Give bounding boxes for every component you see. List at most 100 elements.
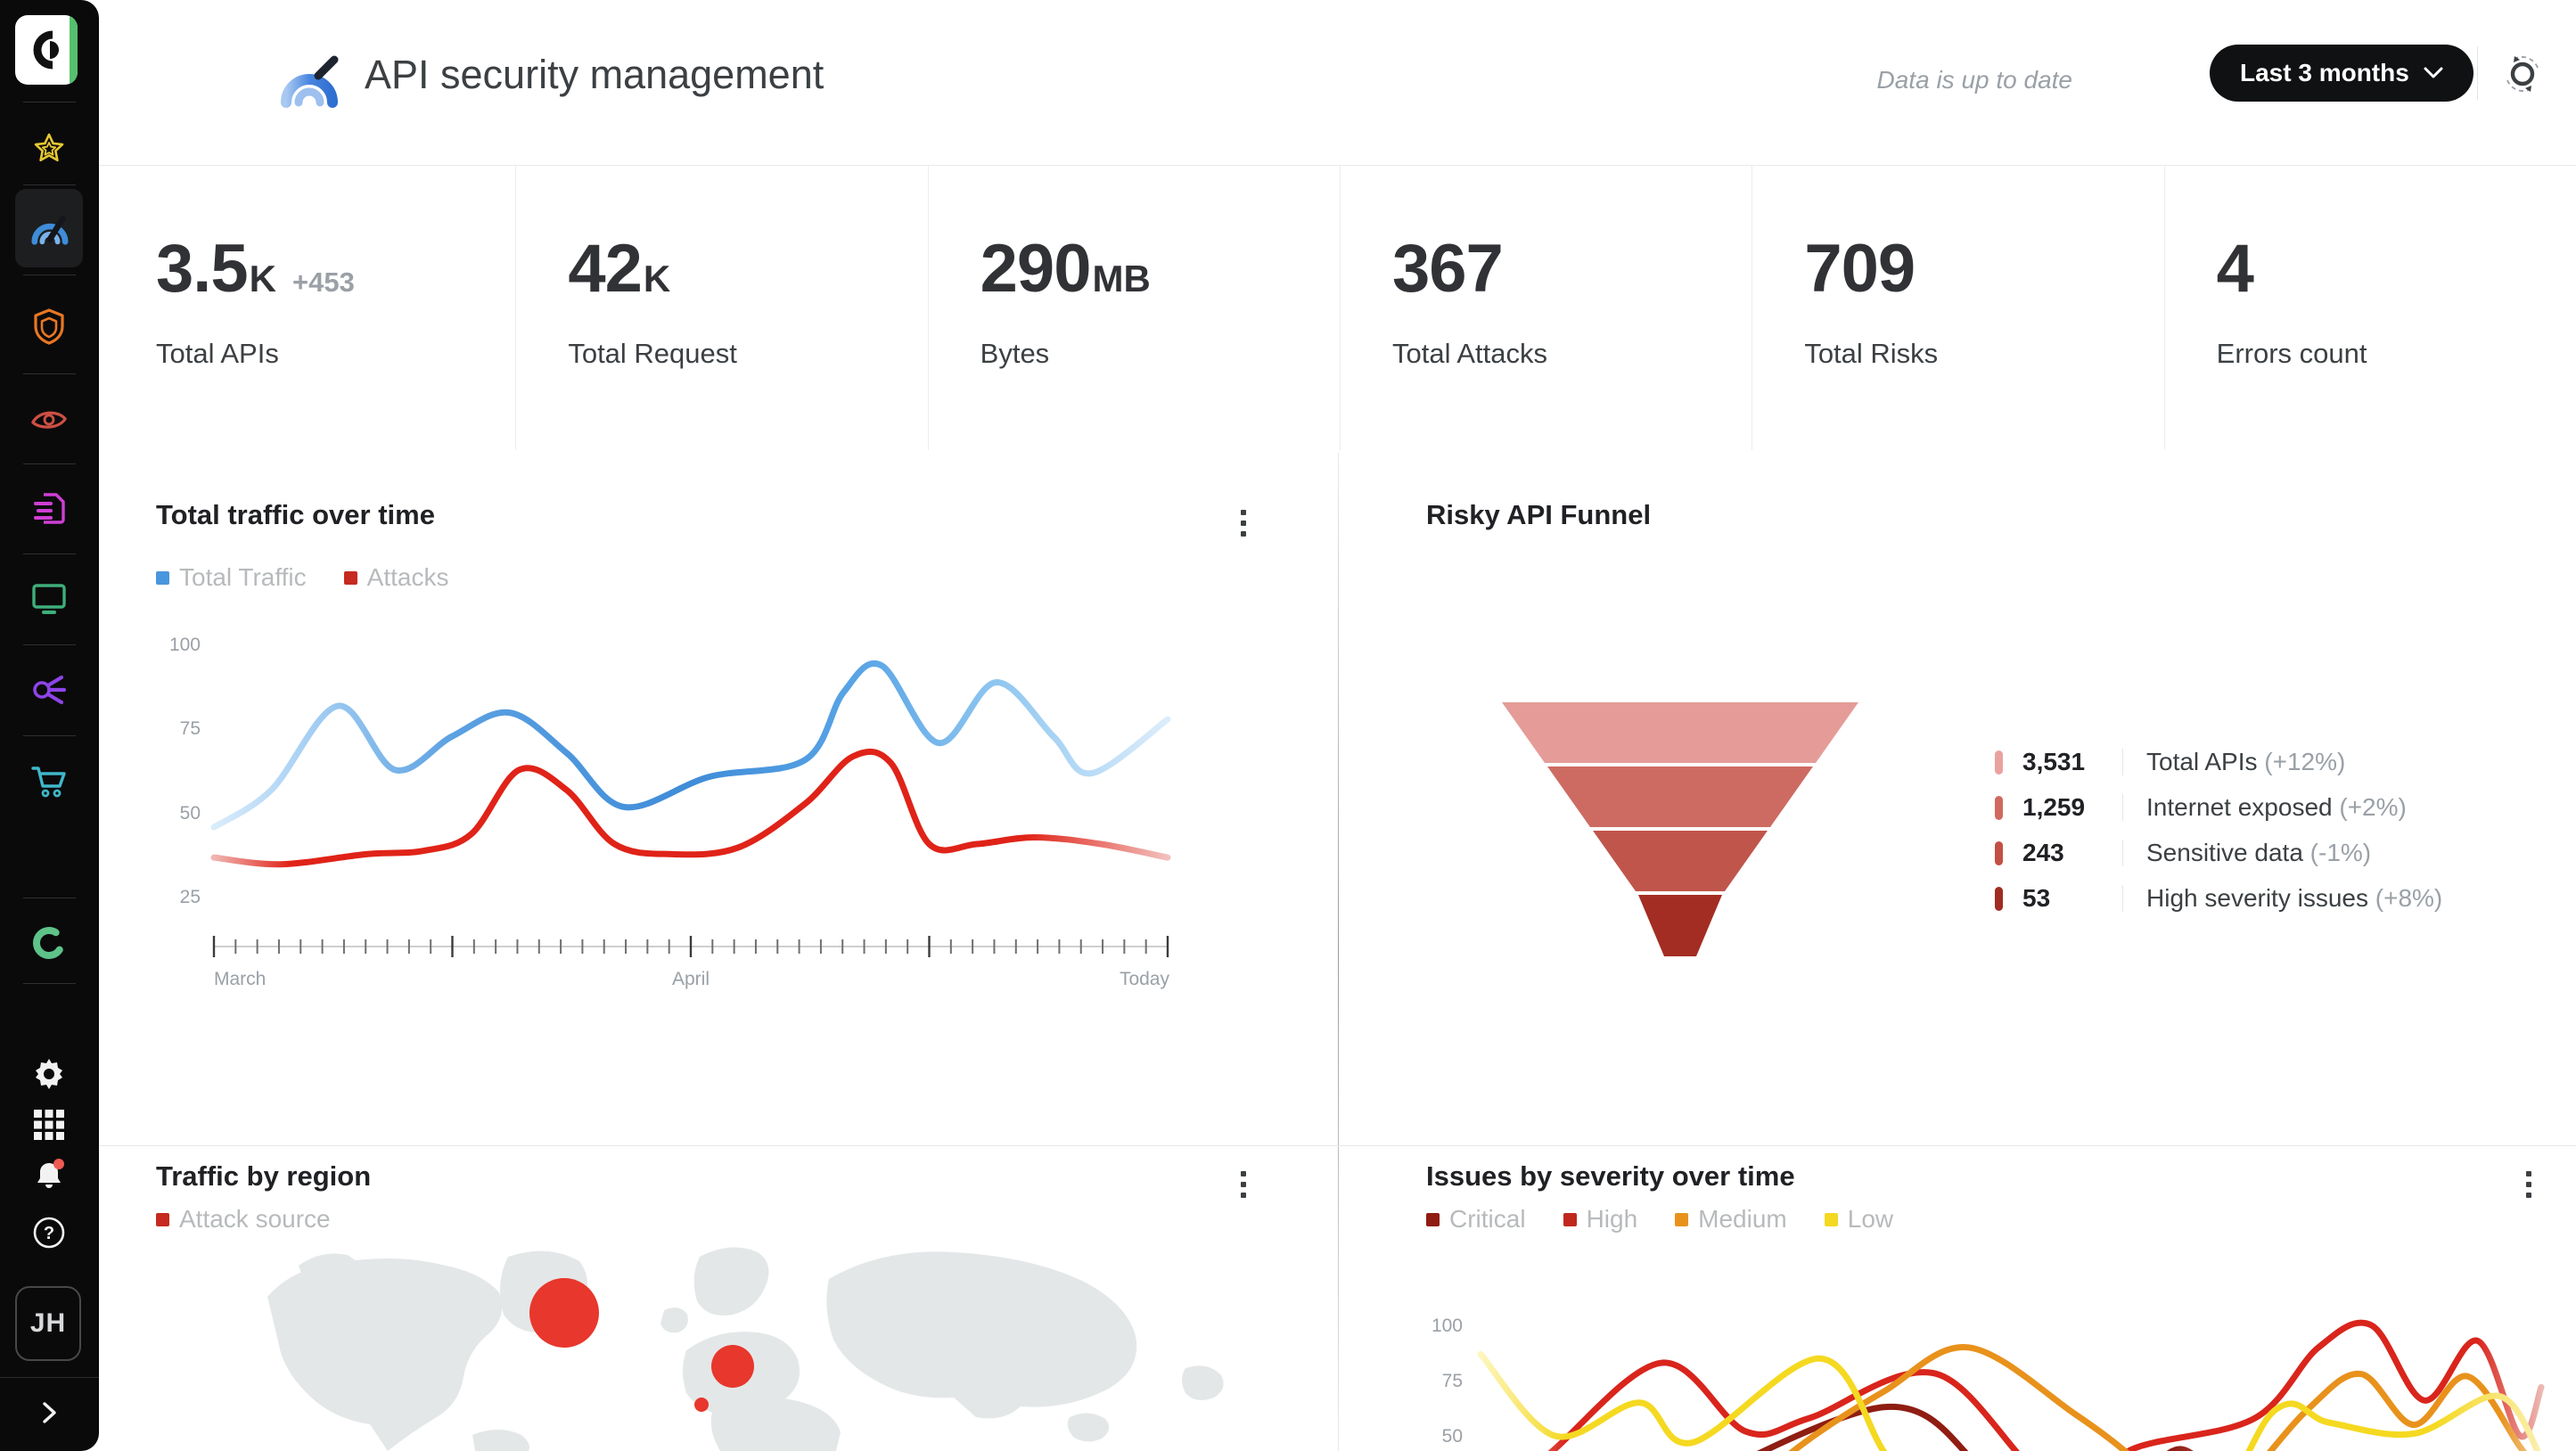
refresh-icon: [2506, 56, 2539, 92]
funnel-change: (-1%): [2309, 839, 2372, 866]
legend-label: Attack source: [179, 1205, 331, 1233]
traffic-card-menu-button[interactable]: [1235, 504, 1251, 542]
funnel-marker: [1995, 750, 2003, 775]
funnel-label: Sensitive data: [2146, 839, 2303, 866]
sidebar-item-apps[interactable]: [29, 1105, 69, 1144]
funnel-value: 243: [2022, 839, 2064, 866]
sidebar-item-help[interactable]: ?: [29, 1213, 69, 1252]
legend-swatch: [1563, 1212, 1577, 1226]
stat-value: 3.5: [156, 231, 249, 307]
refresh-button[interactable]: [2502, 53, 2543, 94]
stat-suffix: MB: [1092, 258, 1151, 299]
ytick: 100: [1432, 1316, 1463, 1336]
expand-chevron-icon: [43, 1402, 56, 1423]
series-line-high: [1547, 1319, 2545, 1451]
series-line-low: [1477, 1350, 2541, 1451]
ytick: 100: [169, 635, 201, 655]
legend-swatch: [1824, 1212, 1838, 1226]
xtick-april: April: [672, 969, 710, 989]
attack-bubble-medium[interactable]: [711, 1345, 754, 1388]
stat-label: Total Risks: [1804, 338, 1939, 369]
avatar[interactable]: JH: [15, 1286, 81, 1361]
help-icon: ?: [33, 1217, 65, 1249]
star-icon: [34, 133, 64, 162]
divider: [0, 1377, 99, 1378]
sidebar-item-api-security[interactable]: [29, 209, 69, 248]
app-logo-icon: [281, 55, 339, 108]
legend-item-medium[interactable]: Medium: [1675, 1205, 1787, 1234]
date-range-button[interactable]: Last 3 months: [2210, 45, 2473, 102]
severity-line-chart: 100 75 50: [1432, 1316, 2545, 1451]
divider: [2477, 46, 2478, 100]
stats-row: 3.5 K +453 Total APIs 42 K Total Request 29…: [99, 166, 2576, 450]
ytick: 50: [1442, 1426, 1463, 1447]
attack-bubble-small[interactable]: [694, 1398, 709, 1412]
legend-item-critical[interactable]: Critical: [1426, 1205, 1526, 1234]
network-icon: [33, 675, 67, 705]
sidebar: ? JH: [0, 0, 99, 1451]
attack-bubble-large[interactable]: [529, 1278, 599, 1348]
sidebar-item-marketplace[interactable]: [29, 762, 69, 801]
funnel-value: 1,259: [2022, 793, 2086, 821]
settings-gear-icon: [36, 1059, 62, 1089]
divider: [99, 1145, 2576, 1146]
legend-label: Attacks: [366, 563, 449, 591]
legend-swatch: [156, 1212, 169, 1226]
stat-label: Total Attacks: [1391, 338, 1548, 369]
monitor-icon: [32, 584, 66, 614]
ring-icon: [33, 927, 65, 959]
funnel-marker: [1995, 795, 2003, 820]
funnel-legend-row[interactable]: 53 High severity issues (+8%): [1995, 881, 2442, 916]
series-line-medium: [1788, 1344, 2527, 1451]
sidebar-item-observe[interactable]: [29, 399, 69, 439]
stat-delta: +453: [292, 266, 355, 298]
legend-swatch: [343, 570, 357, 585]
funnel-seg-internet-exposed[interactable]: [1547, 766, 1813, 827]
severity-card-menu-button[interactable]: [2521, 1166, 2537, 1203]
document-icon: [34, 493, 65, 524]
divider: [2122, 840, 2123, 866]
funnel-legend-row[interactable]: 243 Sensitive data (-1%): [1995, 835, 2442, 871]
divider: [23, 983, 76, 984]
funnel-legend-row[interactable]: 1,259 Internet exposed (+2%): [1995, 790, 2442, 825]
product-logo[interactable]: [15, 15, 78, 85]
funnel-seg-sensitive-data[interactable]: [1593, 831, 1768, 891]
funnel-value: 3,531: [2022, 748, 2086, 775]
divider: [2122, 885, 2123, 912]
shield-icon: [34, 308, 64, 345]
legend-label: Low: [1847, 1205, 1894, 1233]
series-line-attacks: [210, 748, 1171, 868]
sidebar-item-monitor[interactable]: [29, 579, 69, 619]
funnel-seg-high-severity[interactable]: [1638, 895, 1722, 956]
sidebar-item-shield[interactable]: [29, 307, 69, 347]
stat-value: 290: [980, 231, 1092, 307]
legend-item-high[interactable]: High: [1563, 1205, 1637, 1234]
legend-swatch: [1426, 1212, 1440, 1226]
sidebar-item-ring[interactable]: [29, 923, 69, 963]
header: API security management Data is up to da…: [99, 0, 2576, 166]
funnel-legend-row[interactable]: 3,531 Total APIs (+12%): [1995, 744, 2442, 780]
stat-total-request: 42 K Total Request: [515, 166, 927, 450]
legend-item-attacks[interactable]: Attacks: [343, 563, 449, 592]
stat-label: Errors count: [2216, 338, 2367, 369]
ytick: 75: [1442, 1371, 1463, 1391]
sidebar-item-notifications[interactable]: [29, 1155, 69, 1194]
notifications-bell-icon: [37, 1159, 64, 1188]
sidebar-expand-button[interactable]: [29, 1393, 69, 1432]
ytick: 25: [180, 887, 201, 907]
stat-errors-count: 4 Errors count: [2163, 166, 2576, 450]
legend-item-attack-source[interactable]: Attack source: [156, 1205, 331, 1234]
legend-label: Total Traffic: [179, 563, 307, 591]
legend-item-total-traffic[interactable]: Total Traffic: [156, 563, 307, 592]
funnel-change: (+2%): [2339, 793, 2407, 821]
region-card-menu-button[interactable]: [1235, 1166, 1251, 1203]
traffic-series: [210, 660, 1171, 868]
funnel-seg-total-apis[interactable]: [1502, 702, 1858, 763]
sidebar-item-settings[interactable]: [29, 1054, 69, 1094]
sidebar-item-favorites[interactable]: [29, 130, 69, 169]
stat-total-attacks: 367 Total Attacks: [1339, 166, 1752, 450]
legend-item-low[interactable]: Low: [1824, 1205, 1894, 1234]
x-axis-ruler: [212, 936, 1169, 957]
sidebar-item-network[interactable]: [29, 670, 69, 709]
sidebar-item-documents[interactable]: [29, 489, 69, 529]
